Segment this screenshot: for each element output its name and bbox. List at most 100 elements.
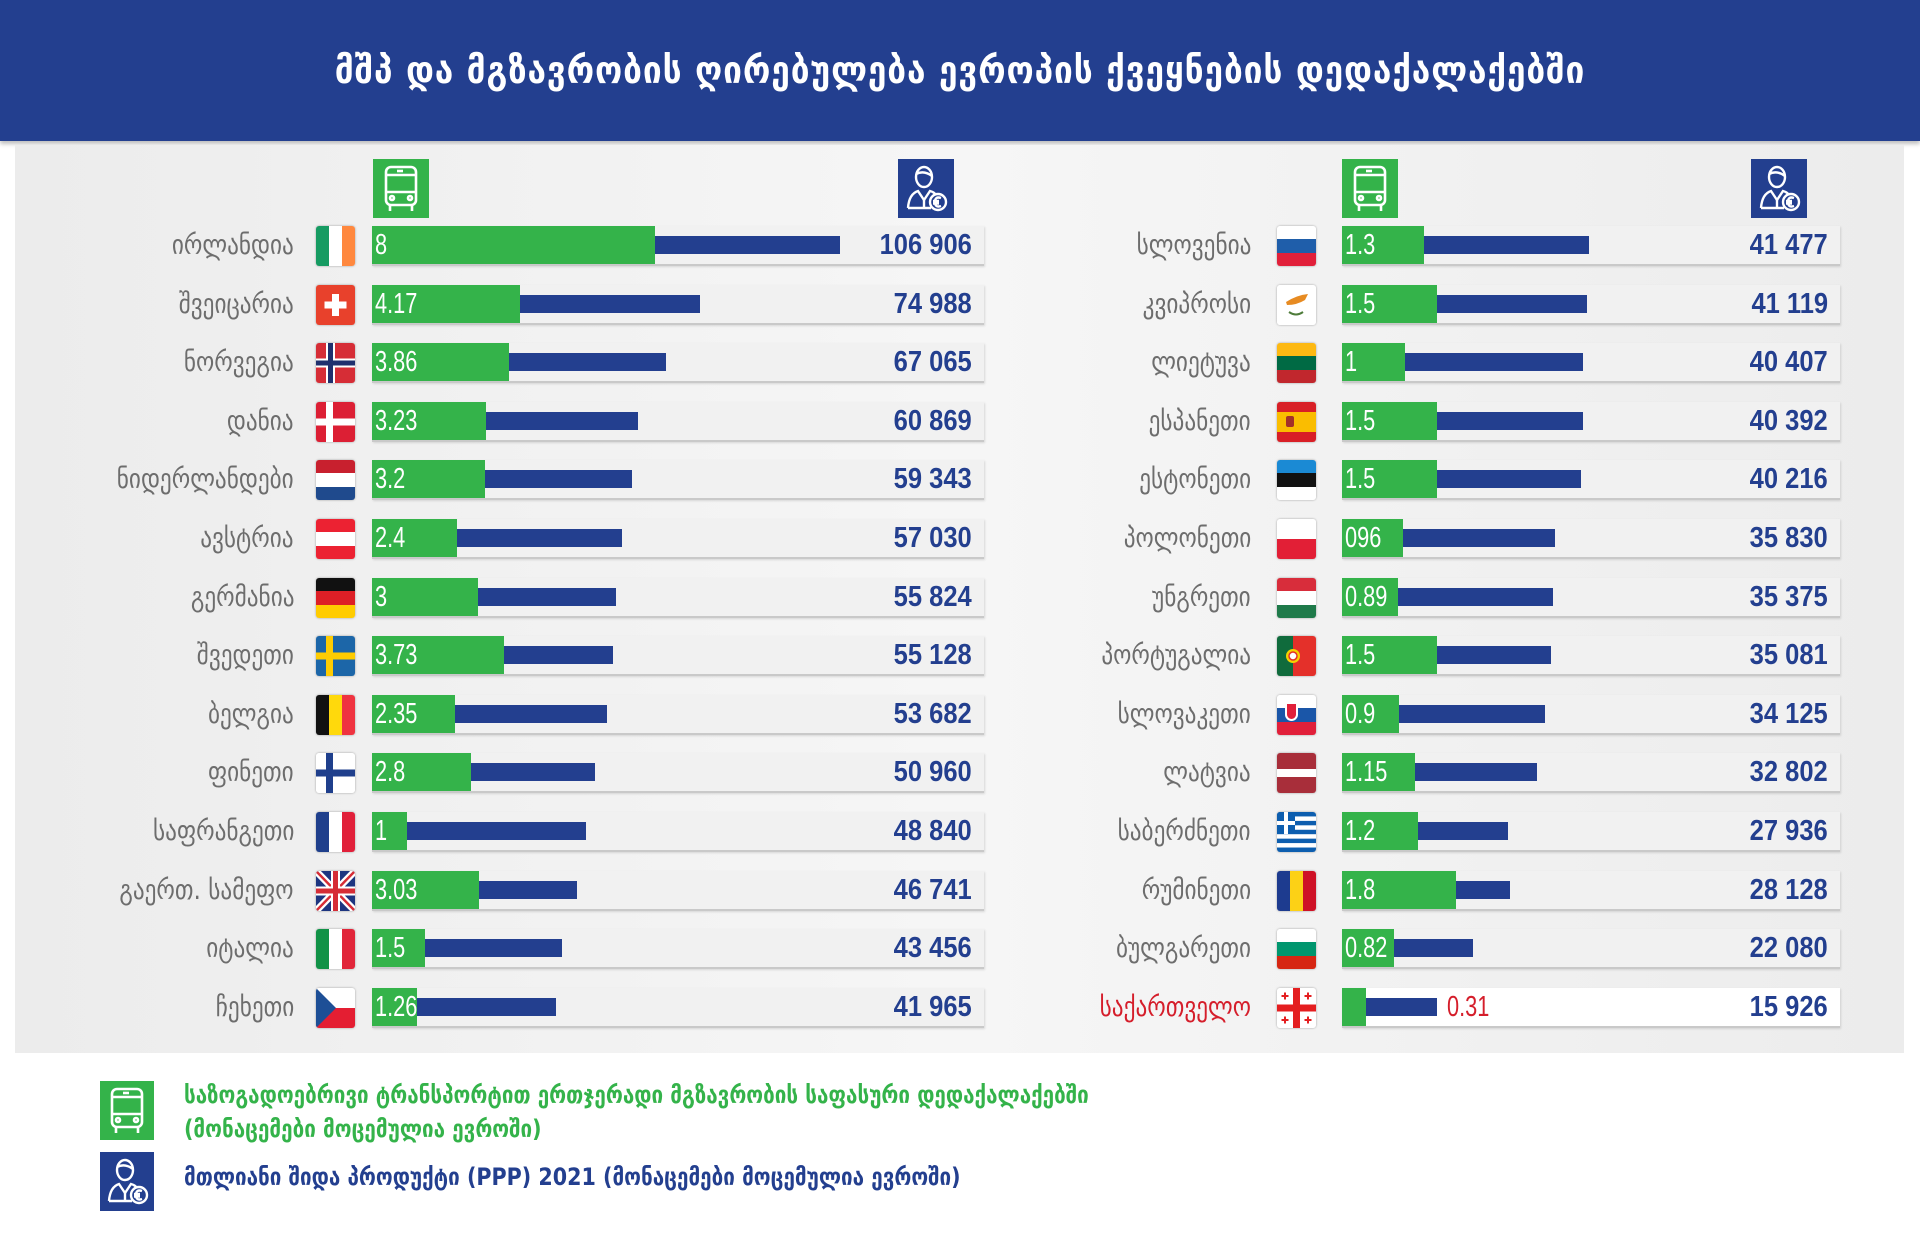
gdp-value-label: 46 741 <box>893 874 972 906</box>
flag-norway-icon <box>316 343 355 383</box>
country-label: რუმინეთი <box>1141 875 1251 906</box>
flag-poland-icon <box>1277 519 1316 559</box>
bar-track: 1.5 35 081 <box>1342 636 1840 676</box>
country-row: გერმანია 3 55 824 <box>0 578 1920 618</box>
fare-bar <box>1342 753 1415 791</box>
country-label: გაერთ. სამეფო <box>119 875 294 906</box>
legend-bus-icon <box>100 1081 154 1140</box>
country-row: გაერთ. სამეფო 3.03 46 741 <box>0 871 1920 911</box>
country-label: ლატვია <box>1163 757 1251 788</box>
fare-bar <box>1342 636 1437 674</box>
flag-denmark-icon <box>316 402 355 442</box>
bar-track: 4.17 74 988 <box>372 285 984 325</box>
gdp-column-person-euro-icon <box>1751 159 1807 218</box>
header-banner: მშპ და მგზავრობის ღირებულება ევროპის ქვე… <box>0 0 1920 141</box>
gdp-value-label: 35 375 <box>1749 581 1828 613</box>
country-label: საფრანგეთი <box>152 816 294 847</box>
bar-track: 1.5 40 216 <box>1342 460 1840 500</box>
country-row: იტალია 1.5 43 456 <box>0 929 1920 969</box>
bar-track: 1.5 43 456 <box>372 929 984 969</box>
country-row: შვეიცარია 4.17 74 988 <box>0 285 1920 325</box>
bar-track: 2.4 57 030 <box>372 519 984 559</box>
gdp-value-label: 41 477 <box>1749 229 1828 261</box>
country-label: ბულგარეთი <box>1115 933 1251 964</box>
country-row: ნიდერლანდები 3.2 59 343 <box>0 460 1920 500</box>
bar-track: 1.5 40 392 <box>1342 402 1840 442</box>
fare-bar <box>1342 226 1424 264</box>
fare-value-label: 1.5 <box>1345 405 1376 437</box>
flag-sweden-icon <box>316 636 355 676</box>
country-label: ესტონეთი <box>1139 464 1251 495</box>
country-label: უნგრეთი <box>1152 582 1251 613</box>
fare-value-label: 1.5 <box>375 932 406 964</box>
gdp-value-label: 32 802 <box>1749 756 1828 788</box>
fare-value-label: 1.5 <box>1345 463 1376 495</box>
fare-value-label: 3 <box>375 581 388 613</box>
gdp-value-label: 15 926 <box>1749 991 1828 1023</box>
flag-portugal-icon <box>1277 636 1316 676</box>
fare-value-label: 0.31 <box>1446 991 1490 1023</box>
gdp-value-label: 40 407 <box>1749 346 1828 378</box>
legend-fare-text: საზოგადოებრივი ტრანსპორტით ერთჯერადი მგზ… <box>184 1078 1089 1146</box>
legend-fare-line1: საზოგადოებრივი ტრანსპორტით ერთჯერადი მგზ… <box>184 1081 1089 1109</box>
fare-value-label: 2.35 <box>375 698 418 730</box>
bar-track: 2.35 53 682 <box>372 695 984 735</box>
country-row: კვიპროსი 1.5 41 119 <box>0 285 1920 325</box>
flag-uk-icon <box>316 871 355 911</box>
fare-column-bus-icon <box>1342 159 1398 218</box>
gdp-value-label: 40 216 <box>1749 463 1828 495</box>
country-label: ნორვეგია <box>184 347 294 378</box>
country-row: საფრანგეთი 1 48 840 <box>0 812 1920 852</box>
fare-value-label: 1.8 <box>1345 874 1376 906</box>
fare-bar <box>372 226 655 264</box>
country-label: გერმანია <box>190 582 294 613</box>
country-label: ესპანეთი <box>1148 406 1251 437</box>
fare-value-label: 0.82 <box>1345 932 1388 964</box>
gdp-value-label: 41 119 <box>1751 288 1828 320</box>
country-label: ლიეტუვა <box>1151 347 1251 378</box>
gdp-value-label: 55 824 <box>893 581 972 613</box>
country-row: ბელგია 2.35 53 682 <box>0 695 1920 735</box>
bar-track: 3.86 67 065 <box>372 343 984 383</box>
country-label: ფინეთი <box>208 757 294 788</box>
flag-germany-icon <box>316 578 355 618</box>
country-label: დანია <box>227 406 294 437</box>
country-row: ლატვია 1.15 32 802 <box>0 753 1920 793</box>
flag-austria-icon <box>316 519 355 559</box>
country-label: კვიპროსი <box>1142 289 1251 320</box>
fare-value-label: 2.4 <box>375 522 406 554</box>
fare-value-label: 1.15 <box>1345 756 1388 788</box>
country-row: პოლონეთი 096 35 830 <box>0 519 1920 559</box>
flag-slovenia-icon <box>1277 226 1316 266</box>
country-label: საქართველო <box>1099 992 1251 1023</box>
legend-fare-line2: (მონაცემები მოცემულია ევროში) <box>184 1115 542 1143</box>
fare-value-label: 096 <box>1345 522 1382 554</box>
bar-track: 3.23 60 869 <box>372 402 984 442</box>
country-row: ავსტრია 2.4 57 030 <box>0 519 1920 559</box>
country-label: შვედეთი <box>196 640 294 671</box>
fare-bar <box>372 929 426 967</box>
bar-track: 0.9 34 125 <box>1342 695 1840 735</box>
fare-value-label: 4.17 <box>375 288 418 320</box>
flag-netherlands-icon <box>316 460 355 500</box>
bar-track: 096 35 830 <box>1342 519 1840 559</box>
gdp-value-label: 74 988 <box>893 288 972 320</box>
gdp-value-label: 34 125 <box>1749 698 1828 730</box>
bar-track: 1 40 407 <box>1342 343 1840 383</box>
bar-track: 1.5 41 119 <box>1342 285 1840 325</box>
fare-bar <box>372 871 480 909</box>
bar-track: 3.2 59 343 <box>372 460 984 500</box>
fare-value-label: 1 <box>1345 346 1358 378</box>
legend-gdp-text: მთლიანი შიდა პროდუქტი (PPP) 2021 (მონაცე… <box>184 1163 961 1191</box>
fare-bar <box>372 636 504 674</box>
fare-bar <box>372 285 520 323</box>
gdp-value-label: 59 343 <box>893 463 972 495</box>
country-label: სლოვაკეთი <box>1117 699 1251 730</box>
fare-value-label: 1.3 <box>1345 229 1376 261</box>
fare-value-label: 0.9 <box>1345 698 1376 730</box>
fare-bar <box>1342 460 1437 498</box>
country-label: ჩეხეთი <box>215 992 294 1023</box>
fare-bar <box>372 753 472 791</box>
gdp-value-label: 28 128 <box>1749 874 1828 906</box>
fare-bar <box>1342 402 1437 440</box>
